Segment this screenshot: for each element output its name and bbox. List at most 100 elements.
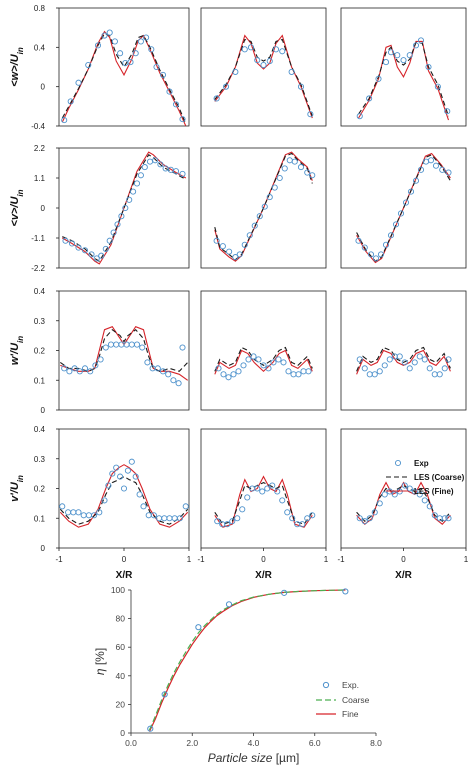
exp-data-point [172, 101, 180, 108]
exp-data-point [144, 359, 151, 366]
panel-frame [340, 290, 467, 411]
series-les-coarse-line [59, 475, 189, 525]
exp-data-point [97, 356, 104, 363]
series-les-fine-line [356, 152, 451, 264]
exp-data-point [220, 371, 227, 378]
exp-data-point [397, 210, 405, 217]
exp-data-point [62, 237, 69, 244]
exp-data-point [260, 61, 267, 69]
exp-data-point [179, 116, 186, 123]
exp-data-point [279, 497, 286, 504]
exp-data-point [126, 196, 133, 203]
exp-data-point [88, 251, 95, 258]
exp-data-point [122, 204, 129, 212]
y-tick-label: 60 [116, 642, 126, 652]
exp-data-point [307, 111, 314, 118]
panel-r4-c2: -1 0 1 [197, 428, 329, 564]
exp-data-point [159, 368, 167, 375]
exp-data-point [261, 203, 268, 210]
exp-data-point [140, 503, 147, 510]
exp-data-point [68, 240, 76, 247]
series-les-coarse-line [356, 154, 451, 262]
x-tick-label: -1 [55, 555, 63, 564]
exp-data-point [377, 251, 385, 258]
exp-data-point [93, 255, 100, 262]
exp-data-point [225, 601, 233, 608]
exp-data-point [141, 164, 148, 171]
x-axis-title-quantity: Particle size [208, 751, 273, 765]
panel-frame [200, 7, 327, 127]
exp-data-point [274, 488, 281, 495]
y-tick-label: 0.3 [34, 317, 46, 326]
exp-data-point [132, 50, 139, 57]
exp-data-point [226, 248, 233, 255]
y-tick-label: 0.2 [34, 347, 46, 356]
exp-data-point [386, 356, 393, 363]
series-les-coarse-line [214, 481, 313, 525]
exp-data-point [157, 161, 164, 168]
y-tick-label: -2.2 [31, 264, 45, 273]
exp-data-point [132, 473, 139, 480]
x-tick-label: 2.0 [186, 738, 198, 748]
exp-data-point [288, 68, 295, 75]
panel-frame [58, 7, 190, 127]
exp-data-point [366, 515, 373, 522]
exp-data-point [75, 244, 82, 251]
exp-data-point [225, 374, 232, 381]
exp-data-point [441, 515, 448, 522]
x-tick-label: -1 [337, 555, 345, 564]
exp-data-point [254, 485, 261, 492]
exp-data-point [127, 59, 134, 66]
exp-data-point [76, 368, 83, 375]
exp-data-point [401, 482, 408, 489]
exp-data-point [264, 485, 271, 492]
exp-data-point [382, 59, 390, 66]
exp-data-point [376, 500, 383, 507]
panel-frame [200, 290, 327, 411]
y-tick-label: 0.8 [34, 4, 46, 13]
exp-data-point [445, 169, 452, 176]
exp-data-point [439, 166, 446, 173]
y-tick-label: 0.4 [34, 425, 46, 434]
exp-data-point [371, 509, 378, 516]
series-les-fine-line [214, 34, 313, 119]
exp-data-point [128, 458, 135, 465]
exp-data-point [182, 503, 189, 510]
panel-r1-c1: 0.8 0.4 0 -0.4 [31, 4, 190, 131]
exp-data-point [106, 237, 113, 244]
y-tick-label: 80 [116, 614, 126, 624]
y-tick-label: 40 [116, 671, 126, 681]
exp-data-point [251, 222, 258, 229]
series-les-coarse-line [214, 152, 313, 261]
exp-data-point [139, 344, 146, 351]
panel-r3-c2 [200, 290, 327, 411]
y-axis-label-subscript: in [16, 47, 25, 54]
exp-data-point [133, 341, 141, 348]
exp-data-point [106, 29, 113, 36]
exp-data-point [305, 368, 312, 375]
series-les-fine-line [358, 40, 450, 121]
exp-data-point [214, 518, 221, 525]
exp-data-point [356, 515, 363, 522]
exp-data-point [411, 359, 418, 366]
exp-data-point [241, 46, 248, 53]
exp-data-point [234, 515, 241, 522]
exp-data-point [124, 467, 131, 474]
exp-data-point [284, 509, 291, 516]
exp-data-point [299, 521, 306, 528]
exp-data-point [136, 491, 143, 498]
series-les-coarse-line [61, 32, 187, 125]
exp-data-point [81, 247, 89, 254]
panel-r2-c1: 2.2 1.1 0 -1.1 -2.2 [31, 144, 190, 273]
exp-data-point [235, 368, 242, 375]
exp-data-point [372, 255, 380, 262]
exp-data-point [416, 353, 423, 360]
legend-label: Coarse [342, 695, 370, 705]
exp-data-point [91, 512, 98, 519]
y-tick-label: 20 [116, 699, 126, 709]
exp-data-point [265, 365, 272, 372]
panel-frame [200, 428, 327, 549]
y-tick-label: 0 [41, 204, 46, 213]
y-tick-label: 0 [41, 544, 46, 553]
y-tick-label: 2.2 [34, 144, 46, 153]
